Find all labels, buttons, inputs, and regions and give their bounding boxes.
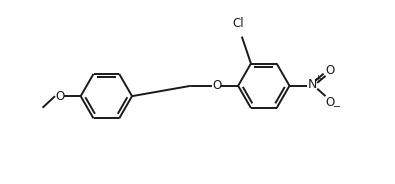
Text: O: O	[325, 63, 334, 77]
Text: O: O	[212, 79, 221, 92]
Text: O: O	[55, 90, 64, 103]
Text: +: +	[315, 74, 322, 83]
Text: O: O	[325, 96, 334, 109]
Text: N: N	[308, 78, 317, 91]
Text: Cl: Cl	[233, 17, 245, 30]
Text: −: −	[333, 102, 341, 112]
